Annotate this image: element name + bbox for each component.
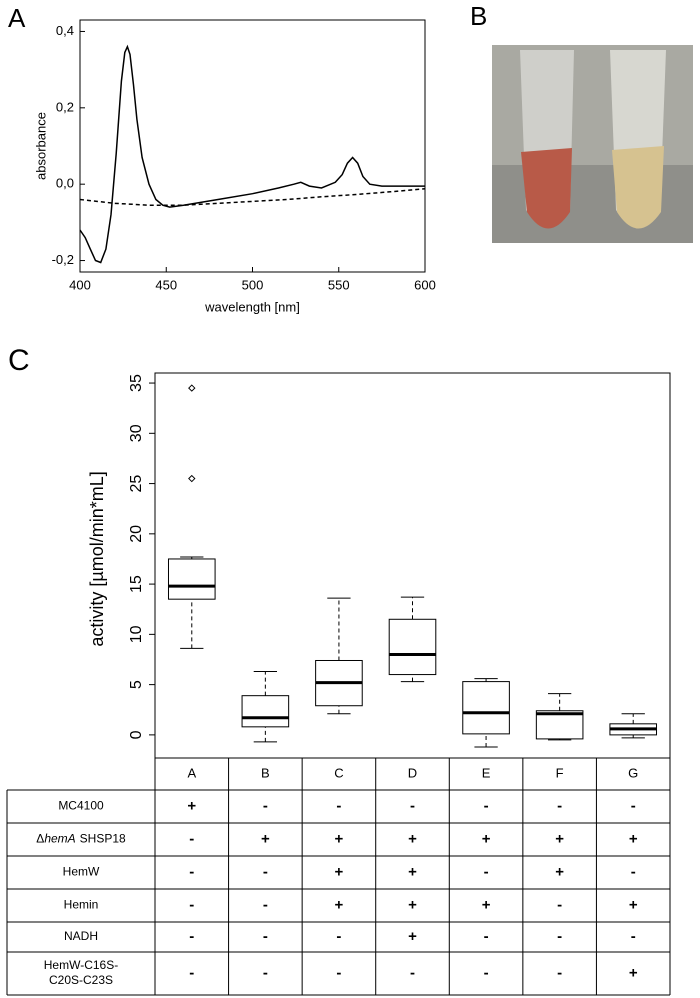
- column-header: F: [556, 765, 564, 780]
- table-cell: +: [261, 830, 270, 847]
- table-cell: -: [557, 928, 562, 945]
- column-header: G: [628, 765, 638, 780]
- table-cell: +: [408, 928, 417, 945]
- table-cell: -: [557, 964, 562, 981]
- table-cell: +: [482, 896, 491, 913]
- table-cell: -: [557, 797, 562, 814]
- y-tick-label: 30: [128, 424, 145, 442]
- table-cell: -: [336, 928, 341, 945]
- box: [462, 681, 510, 735]
- y-tick-label: 0,4: [56, 23, 74, 38]
- y-tick-label: 10: [128, 625, 145, 643]
- y-tick-label: 20: [128, 525, 145, 543]
- y-tick-label: -0,2: [52, 252, 74, 267]
- box: [388, 618, 437, 676]
- table-cell: +: [335, 896, 344, 913]
- y-tick-label: 35: [128, 374, 145, 392]
- column-header: B: [261, 765, 270, 780]
- row-label: HemW: [63, 865, 100, 879]
- outlier: [188, 474, 196, 483]
- table-cell: -: [631, 797, 636, 814]
- plot-frame: [79, 19, 426, 273]
- row-label-part: Δ: [36, 832, 44, 846]
- y-axis-label: absorbance: [33, 112, 48, 180]
- table-cell: +: [408, 863, 417, 880]
- y-tick-label: 0,0: [56, 176, 74, 191]
- condition-table: A B C D E F G MC4100 + - - - - - - ΔhemA SHSP18 - + + + + + + He…: [6, 757, 671, 996]
- table-cell: +: [335, 830, 344, 847]
- table-cell: +: [187, 797, 196, 814]
- table-cell: -: [263, 928, 268, 945]
- column-header: A: [187, 765, 196, 780]
- table-cell: +: [629, 896, 638, 913]
- x-axis-label: wavelength [nm]: [204, 299, 300, 314]
- column-header: E: [482, 765, 491, 780]
- row-label: NADH: [64, 929, 98, 943]
- x-tick-label: 550: [328, 277, 350, 292]
- x-tick-label: 600: [414, 277, 436, 292]
- panel-label: C: [8, 344, 30, 377]
- plot-frame: [154, 372, 671, 759]
- column-header: D: [408, 765, 417, 780]
- box: [241, 695, 290, 728]
- table-cell: -: [484, 928, 489, 945]
- row-label: ΔhemA SHSP18: [36, 832, 126, 846]
- table-cell: +: [408, 896, 417, 913]
- y-tick-label: 15: [128, 575, 145, 593]
- y-axis-label: activity [µmol/min*mL]: [87, 471, 107, 646]
- box: [167, 558, 216, 600]
- table-cell: -: [263, 797, 268, 814]
- spectrum-line: [79, 188, 426, 206]
- table-cell: -: [189, 964, 194, 981]
- y-tick-label: 5: [128, 680, 145, 689]
- table-cell: -: [189, 830, 194, 847]
- table-cell: -: [631, 928, 636, 945]
- box: [535, 710, 584, 740]
- y-tick-label: 25: [128, 475, 145, 493]
- photo: [492, 45, 693, 243]
- table-cell: -: [263, 896, 268, 913]
- row-label-part: SHSP18: [80, 832, 126, 846]
- table-cell: -: [336, 964, 341, 981]
- column-header: C: [334, 765, 343, 780]
- y-tick-label: 0: [128, 730, 145, 739]
- table-cell: -: [557, 896, 562, 913]
- row-label: C20S-C23S: [49, 973, 113, 987]
- table-cell: +: [408, 830, 417, 847]
- x-tick-label: 400: [69, 277, 91, 292]
- table-cell: +: [555, 863, 564, 880]
- panel-label: B: [470, 1, 487, 31]
- row-label: Hemin: [64, 898, 99, 912]
- table-cell: -: [263, 863, 268, 880]
- table-cell: +: [335, 863, 344, 880]
- row-label-part: hemA: [44, 832, 75, 846]
- table-cell: -: [189, 896, 194, 913]
- table-cell: +: [629, 964, 638, 981]
- x-tick-label: 500: [242, 277, 264, 292]
- table-cell: -: [336, 797, 341, 814]
- spectrum-chart: 400 450 500 550 600 -0,2 0,0 0,2 0,4 wavelength […: [33, 19, 436, 314]
- table-cell: -: [484, 863, 489, 880]
- panel-label: A: [8, 3, 26, 33]
- table-cell: -: [484, 797, 489, 814]
- table-cell: -: [189, 928, 194, 945]
- table-cell: -: [263, 964, 268, 981]
- table-cell: +: [555, 830, 564, 847]
- table-cell: +: [482, 830, 491, 847]
- table-cell: -: [189, 863, 194, 880]
- table-cell: -: [631, 863, 636, 880]
- outlier: [188, 384, 196, 392]
- table-cell: -: [410, 797, 415, 814]
- spectrum-line: [79, 44, 425, 264]
- table-cell: -: [410, 964, 415, 981]
- table-cell: +: [629, 830, 638, 847]
- x-tick-label: 450: [155, 277, 177, 292]
- row-label: MC4100: [58, 799, 104, 813]
- row-label: HemW-C16S-: [44, 958, 118, 972]
- box-chart: 0 5 10 15 20 25 30 35 activity [µmol/min*mL]: [87, 372, 671, 759]
- table-cell: -: [484, 964, 489, 981]
- y-tick-label: 0,2: [56, 99, 74, 114]
